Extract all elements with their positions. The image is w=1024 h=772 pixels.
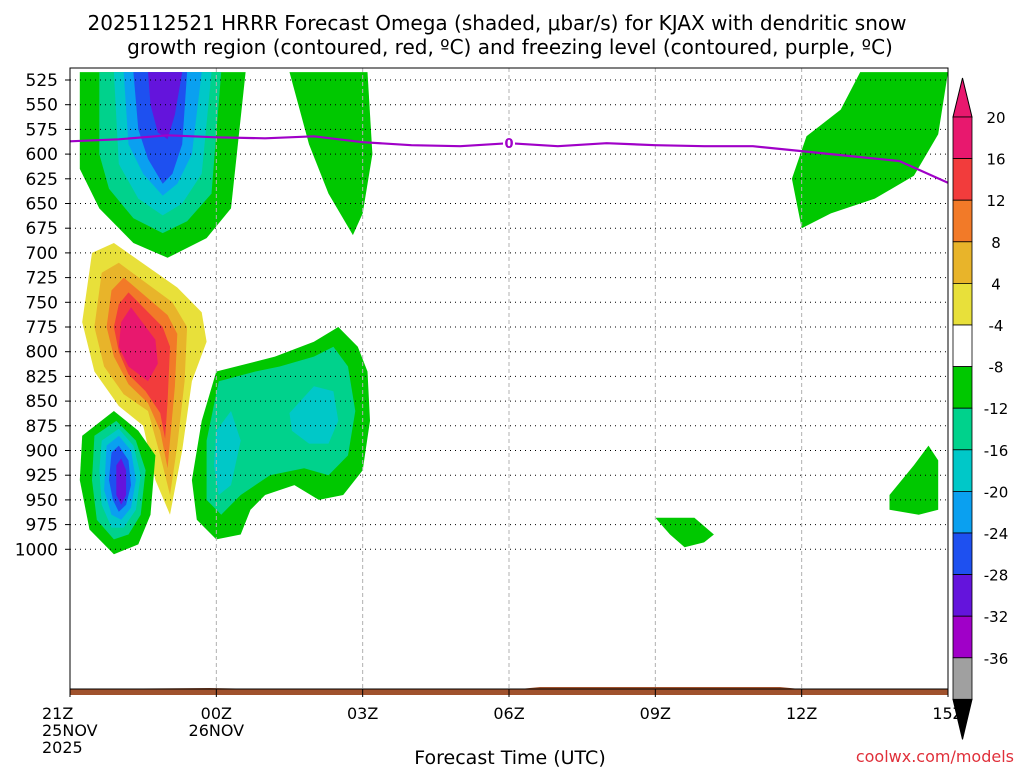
y-tick-label: 1000: [15, 540, 58, 560]
y-tick-label: 700: [26, 244, 58, 264]
omega-neg-lower-center-22: [213, 411, 241, 495]
freezing-level-label-bg: [503, 135, 515, 151]
omega-neg-lower-mid-24: [655, 517, 714, 548]
colorbar-label: -36: [984, 650, 1009, 668]
y-tick-label: 975: [26, 516, 58, 536]
freezing-level-label: 0: [504, 137, 513, 152]
y-tick-label: 850: [26, 392, 58, 412]
colorbar-swatch: [952, 532, 973, 575]
y-tick-label: 875: [26, 417, 58, 437]
y-tick-label: 625: [26, 170, 58, 190]
colorbar-label: -20: [984, 483, 1009, 501]
y-tick-label: 825: [26, 367, 58, 387]
colorbar-swatch: [952, 407, 973, 451]
colorbar-swatch: [952, 324, 973, 367]
colorbar-swatch: [952, 199, 973, 243]
colorbar-swatch: [952, 615, 973, 659]
colorbar-label: 20: [986, 109, 1005, 127]
colorbar-swatch: [952, 241, 973, 284]
x-tick-label: 00Z: [201, 704, 232, 723]
y-tick-label: 650: [26, 195, 58, 215]
x-tick-label: 21Z: [42, 704, 73, 723]
colorbar-swatch: [952, 449, 973, 492]
colorbar-label: -12: [984, 400, 1009, 418]
colorbar-label: 8: [991, 234, 1001, 252]
colorbar-swatch: [952, 282, 973, 326]
colorbar-label: -24: [984, 525, 1009, 543]
credit-text[interactable]: coolwx.com/models: [856, 747, 1014, 766]
x-tick-label: 06Z: [493, 704, 524, 723]
pressure-axis: 525 550 575 600 625 650 675 700 725 750 775 800 825 8…: [15, 71, 70, 560]
colorbar-label: 4: [991, 275, 1001, 293]
x-tick-label: 12Z: [786, 704, 817, 723]
colorbar-label: -32: [984, 608, 1009, 626]
omega-neg-upper-left-5: [148, 72, 183, 140]
y-tick-label: 525: [26, 71, 58, 91]
y-tick-label: 675: [26, 219, 58, 239]
x-tick-label: 2025: [42, 738, 83, 757]
omega-neg-upper-right-7: [791, 72, 948, 229]
omega-neg-lower-left-18: [116, 458, 127, 505]
colorbar-label: -4: [989, 317, 1004, 335]
colorbar-label: 12: [986, 192, 1005, 210]
x-tick-label: 03Z: [347, 704, 378, 723]
y-tick-label: 600: [26, 145, 58, 165]
x-tick-label: 26NOV: [189, 721, 245, 740]
omega-neg-lower-center-21: [289, 386, 339, 444]
colorbar-label: -8: [989, 359, 1004, 377]
colorbar-swatch: [952, 574, 973, 617]
colorbar-label: -16: [984, 442, 1009, 460]
chart-title-line1: 2025112521 HRRR Forecast Omega (shaded, …: [88, 11, 907, 35]
colorbar-swatch: [952, 366, 973, 409]
x-tick-label: 25NOV: [42, 721, 98, 740]
omega-neg-lower-right-23: [889, 445, 939, 515]
colorbar-label: 16: [986, 151, 1005, 169]
chart-title-line2: growth region (contoured, red, ºC) and f…: [127, 35, 893, 59]
x-axis-label: Forecast Time (UTC): [414, 747, 605, 768]
y-tick-label: 750: [26, 293, 58, 313]
y-tick-label: 800: [26, 343, 58, 363]
freezing-level-contour: 0: [70, 134, 948, 184]
colorbar: 20 16 12 8 4 -4 -8 -12 -16 -20 -24 -28 -32 -36: [952, 77, 1009, 740]
y-tick-label: 925: [26, 466, 58, 486]
x-tick-label: 09Z: [640, 704, 671, 723]
colorbar-swatch: [952, 490, 973, 534]
y-tick-label: 725: [26, 269, 58, 289]
y-tick-label: 775: [26, 318, 58, 338]
colorbar-swatch: [952, 158, 973, 201]
colorbar-arrow-bottom: [952, 698, 973, 740]
y-tick-label: 950: [26, 491, 58, 511]
y-tick-label: 900: [26, 442, 58, 462]
y-tick-label: 575: [26, 120, 58, 140]
omega-pos-mid-left-12: [118, 307, 158, 382]
colorbar-swatch: [952, 657, 973, 700]
y-tick-label: 550: [26, 96, 58, 116]
colorbar-label: -28: [984, 567, 1009, 585]
colorbar-swatch: [952, 116, 973, 159]
